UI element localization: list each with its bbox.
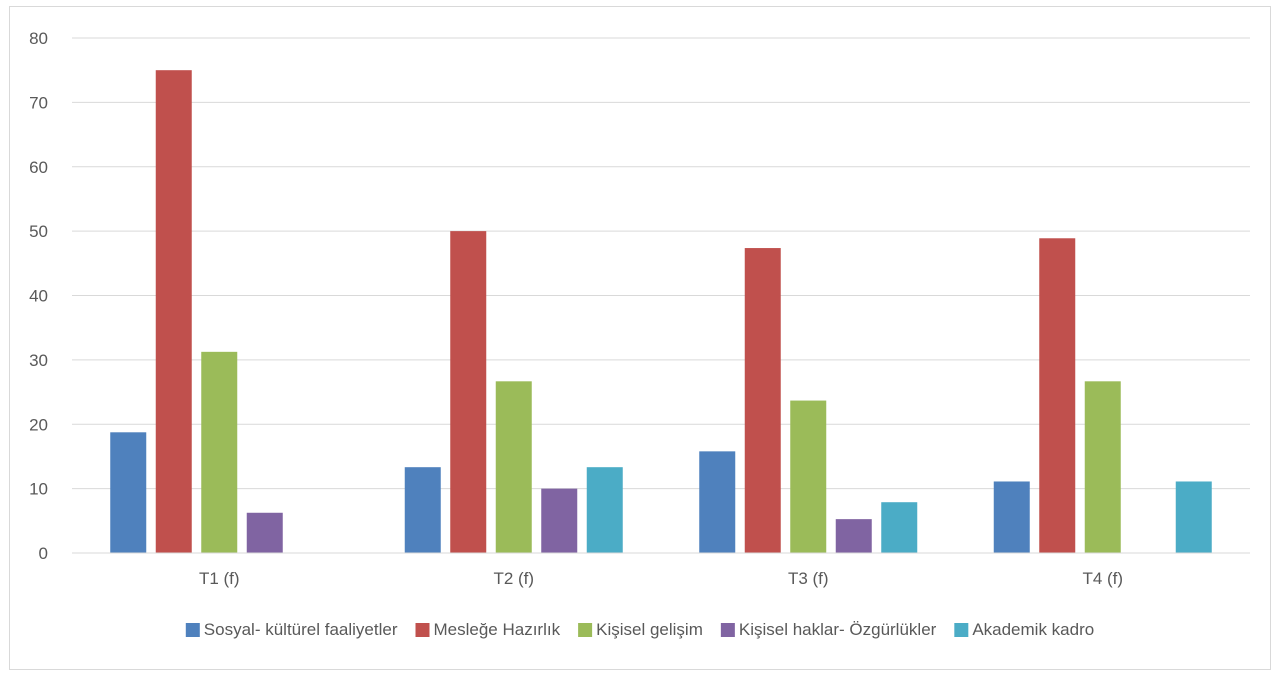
bar-4-1 bbox=[246, 512, 283, 553]
legend-label: Akademik kadro bbox=[972, 620, 1094, 639]
legend: Sosyal- kültürel faaliyetler Mesleğe Hazı… bbox=[185, 620, 1094, 639]
x-axis-category-labels: T1 (f) T2 (f) T3 (f) T4 (f) bbox=[199, 569, 1123, 588]
legend-swatch bbox=[720, 623, 735, 637]
y-tick-label: 20 bbox=[29, 415, 48, 434]
bars bbox=[110, 70, 1212, 554]
x-category-label: T3 (f) bbox=[788, 569, 829, 588]
x-category-label: T1 (f) bbox=[199, 569, 240, 588]
bar-3-4 bbox=[1084, 381, 1121, 553]
x-category-label: T4 (f) bbox=[1082, 569, 1123, 588]
legend-item: Akademik kadro bbox=[954, 620, 1094, 639]
y-tick-label: 70 bbox=[29, 93, 48, 112]
bar-2-4 bbox=[1039, 238, 1076, 553]
legend-label: Kişisel gelişim bbox=[596, 620, 703, 639]
legend-swatch bbox=[415, 623, 430, 637]
bar-1-3 bbox=[699, 451, 736, 553]
y-tick-label: 30 bbox=[29, 351, 48, 370]
legend-label: Kişisel haklar- Özgürlükler bbox=[739, 620, 937, 639]
y-tick-label: 60 bbox=[29, 158, 48, 177]
bar-3-1 bbox=[201, 351, 238, 553]
bar-3-2 bbox=[495, 381, 532, 553]
bar-chart: 0 10 20 30 40 50 60 70 80 T1 (f) T2 (f) T3 (f) T4 (… bbox=[29, 29, 1250, 639]
bar-5-4 bbox=[1175, 481, 1212, 553]
legend-item: Kişisel gelişim bbox=[578, 620, 703, 639]
bar-1-2 bbox=[404, 467, 441, 553]
chart-frame: 0 10 20 30 40 50 60 70 80 T1 (f) T2 (f) T3 (f) T4 (… bbox=[9, 6, 1271, 670]
bar-4-2 bbox=[541, 488, 578, 553]
legend-item: Sosyal- kültürel faaliyetler bbox=[185, 620, 398, 639]
y-axis-tick-labels: 0 10 20 30 40 50 60 70 80 bbox=[29, 29, 48, 563]
y-tick-label: 0 bbox=[39, 544, 48, 563]
bar-2-2 bbox=[450, 231, 487, 553]
bar-3-3 bbox=[790, 400, 827, 553]
legend-swatch bbox=[954, 623, 969, 637]
legend-item: Mesleğe Hazırlık bbox=[415, 620, 561, 639]
y-tick-label: 80 bbox=[29, 29, 48, 48]
legend-item: Kişisel haklar- Özgürlükler bbox=[720, 620, 937, 639]
legend-label: Sosyal- kültürel faaliyetler bbox=[204, 620, 398, 639]
x-category-label: T2 (f) bbox=[493, 569, 534, 588]
bar-2-3 bbox=[744, 248, 781, 554]
y-tick-label: 10 bbox=[29, 480, 48, 499]
y-tick-label: 40 bbox=[29, 287, 48, 306]
legend-swatch bbox=[578, 623, 593, 637]
legend-swatch bbox=[185, 623, 200, 637]
y-tick-label: 50 bbox=[29, 222, 48, 241]
legend-label: Mesleğe Hazırlık bbox=[434, 620, 561, 639]
bar-4-3 bbox=[835, 519, 872, 553]
bar-1-1 bbox=[110, 432, 147, 553]
gridlines bbox=[72, 37, 1250, 490]
bar-1-4 bbox=[993, 481, 1030, 553]
bar-5-2 bbox=[586, 467, 623, 553]
bar-5-3 bbox=[881, 502, 918, 553]
bar-2-1 bbox=[155, 70, 192, 553]
